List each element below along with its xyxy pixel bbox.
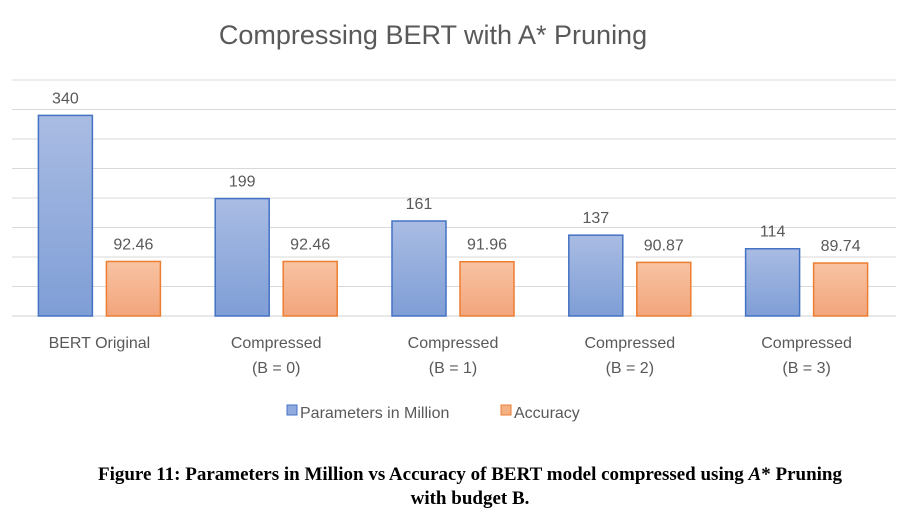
bar bbox=[105, 260, 162, 317]
category-label: Compressed bbox=[408, 335, 499, 352]
data-label: 199 bbox=[229, 174, 256, 191]
bar bbox=[391, 220, 447, 317]
category-label: BERT Original bbox=[49, 335, 151, 352]
category-label: Compressed bbox=[761, 335, 852, 352]
caption-line-2: with budget B. bbox=[410, 488, 530, 509]
data-label: 340 bbox=[52, 90, 79, 107]
caption-italic: A bbox=[748, 464, 762, 485]
bar bbox=[636, 261, 692, 317]
category-label: (B = 1) bbox=[429, 360, 477, 377]
caption-middle: * Pruning bbox=[761, 464, 843, 485]
bars bbox=[37, 114, 869, 317]
legend-label: Accuracy bbox=[514, 405, 580, 422]
bar bbox=[812, 262, 869, 317]
data-label: 137 bbox=[582, 210, 609, 227]
category-label: Compressed bbox=[231, 335, 322, 352]
category-label: Compressed bbox=[584, 335, 675, 352]
data-label: 161 bbox=[406, 196, 433, 213]
bar bbox=[37, 114, 94, 317]
data-label: 114 bbox=[760, 224, 786, 241]
caption-prefix: Figure 11: Parameters in Million vs Accu… bbox=[97, 464, 749, 485]
bar bbox=[282, 260, 338, 317]
category-label: (B = 0) bbox=[252, 360, 300, 377]
legend-label: Parameters in Million bbox=[300, 405, 449, 422]
category-labels: BERT Original Compressed (B = 0) Compressed… bbox=[49, 335, 852, 377]
bar bbox=[459, 260, 515, 317]
legend-swatch bbox=[500, 404, 512, 416]
data-labels: 340 92.46 199 92.46 161 91.96 137 90.87 114 89.74 bbox=[52, 90, 861, 255]
caption-line-1: Figure 11: Parameters in Million vs Accu… bbox=[0, 463, 918, 487]
figure-caption: Figure 11: Parameters in Million vs Accu… bbox=[0, 463, 918, 511]
category-label: (B = 3) bbox=[782, 360, 830, 377]
bar bbox=[214, 197, 270, 317]
data-label: 91.96 bbox=[467, 237, 507, 254]
data-label: 90.87 bbox=[644, 237, 684, 254]
bar bbox=[568, 234, 624, 317]
data-label: 92.46 bbox=[290, 236, 330, 253]
chart-title: Compressing BERT with A* Pruning bbox=[219, 20, 647, 50]
legend-swatch bbox=[286, 404, 298, 416]
data-label: 92.46 bbox=[113, 236, 153, 253]
legend: Parameters in Million Accuracy bbox=[286, 404, 580, 422]
chart: Compressing BERT with A* Pruning 340 92.4… bbox=[12, 20, 896, 422]
category-label: (B = 2) bbox=[606, 360, 654, 377]
bar bbox=[744, 247, 801, 317]
data-label: 89.74 bbox=[821, 238, 861, 255]
